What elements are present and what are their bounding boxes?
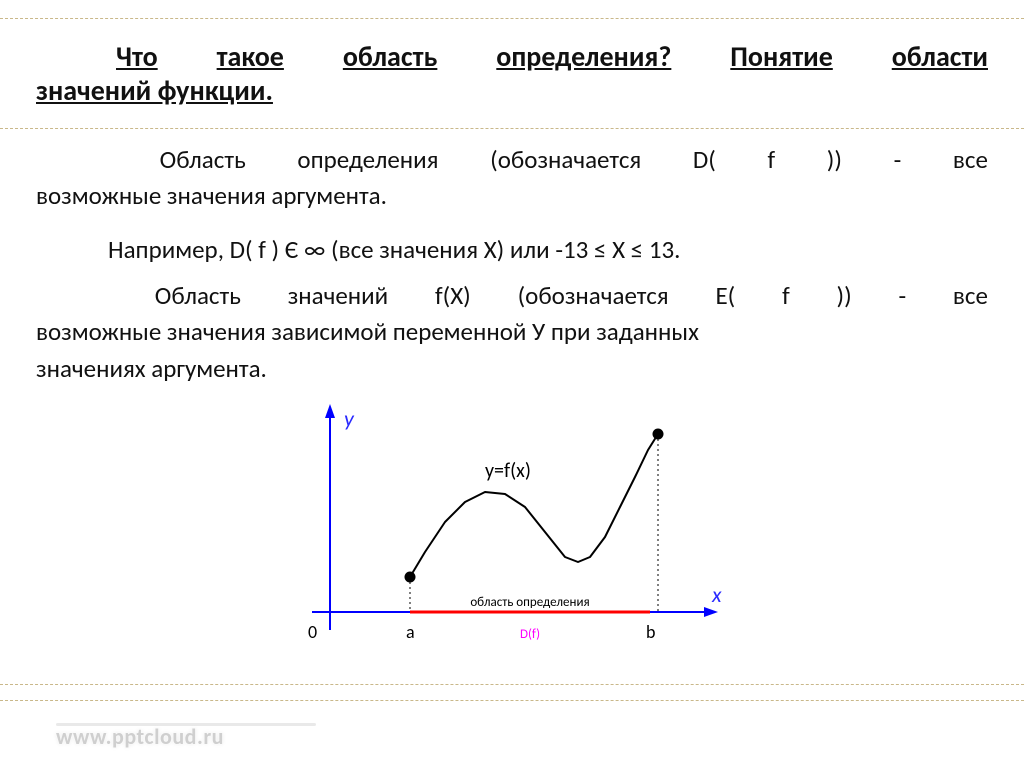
word: - [898, 278, 906, 314]
word: )) [827, 142, 842, 178]
word: Область [160, 142, 246, 178]
heading-line1: Что такое область определения? Понятие област… [36, 40, 988, 74]
word: E( [715, 278, 735, 314]
word: f(X) [435, 278, 471, 314]
svg-text:D(f): D(f) [520, 627, 540, 642]
word: определения [297, 142, 438, 178]
svg-text:b: b [646, 621, 655, 643]
word: D( [693, 142, 716, 178]
word: - [894, 142, 902, 178]
slide: Что такое область определения? Понятие област… [0, 0, 1024, 768]
svg-text:область определения: область определения [470, 595, 589, 610]
dash-line [0, 700, 1024, 701]
word: определения? [496, 40, 671, 74]
svg-text:y: y [344, 405, 355, 432]
paragraph-3-line3: значениях аргумента. [36, 351, 988, 387]
heading-line2: значений функции. [36, 74, 988, 108]
paragraph-2: Например, D( f ) Є ∞ (все значения Х) ил… [36, 232, 988, 268]
svg-text:a: a [406, 621, 415, 643]
paragraph-3-line2: возможные значения зависимой переменной … [36, 314, 988, 350]
word: Область [155, 278, 241, 314]
word: Что [116, 40, 158, 74]
dash-line [0, 128, 1024, 129]
svg-text:y=f(x): y=f(x) [485, 459, 531, 483]
word: (обозначается [518, 278, 669, 314]
paragraph-1-line2: возможные значения аргумента. [36, 178, 988, 214]
word: f [768, 142, 776, 178]
paragraph-2-text: Например, D( f ) Є ∞ (все значения Х) ил… [108, 234, 680, 265]
word: (обозначается [490, 142, 641, 178]
paragraph-1: Область определения (обозначается D( f)) - все… [36, 142, 988, 215]
word: значений [288, 278, 388, 314]
chart-svg: 0 a b y x область определения D(f) y=f(x) [290, 402, 730, 662]
word: )) [837, 278, 852, 314]
word: область [343, 40, 438, 74]
paragraph-3: Область значений f(X) (обозначается E( f)) - вс… [36, 278, 988, 387]
svg-text:0: 0 [308, 621, 317, 643]
word: все [953, 278, 988, 314]
footer-link: www.pptcloud.ru [56, 723, 224, 750]
word: все [953, 142, 988, 178]
heading: Что такое область определения? Понятие област… [36, 40, 988, 108]
word: f [782, 278, 790, 314]
dash-line [0, 684, 1024, 685]
word: области [892, 40, 988, 74]
word: такое [217, 40, 284, 74]
domain-chart: 0 a b y x область определения D(f) y=f(x) [290, 402, 730, 662]
svg-text:x: x [711, 581, 722, 608]
word: Понятие [730, 40, 833, 74]
dash-line [0, 18, 1024, 19]
